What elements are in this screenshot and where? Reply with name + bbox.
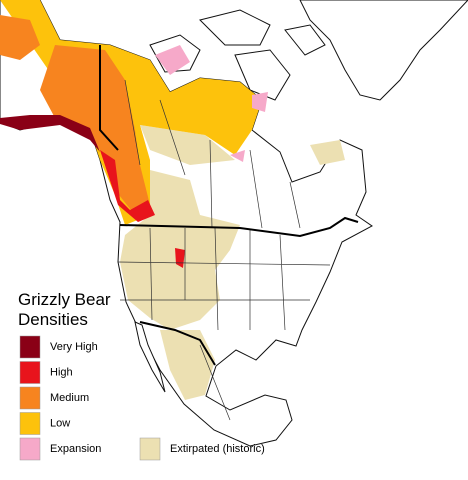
legend-label: Extirpated (historic) bbox=[170, 443, 265, 455]
legend-label: High bbox=[50, 366, 73, 378]
medium-region bbox=[0, 15, 40, 60]
expansion-region bbox=[155, 45, 190, 75]
legend-label: Very High bbox=[50, 341, 98, 353]
expansion-region bbox=[230, 150, 245, 162]
us-mexico-border bbox=[139, 321, 216, 366]
legend-label: Medium bbox=[50, 392, 89, 404]
arctic-island bbox=[284, 24, 326, 56]
alaska-border bbox=[99, 45, 119, 151]
legend-swatch bbox=[19, 361, 41, 384]
legend-swatch bbox=[19, 386, 41, 410]
extirpated-region bbox=[310, 140, 345, 165]
high-region bbox=[100, 150, 155, 222]
very-high-region bbox=[0, 115, 100, 152]
arctic-island bbox=[199, 9, 271, 46]
extirpated-region bbox=[140, 125, 235, 165]
legend-title: Grizzly Bear Densities bbox=[18, 290, 111, 329]
greenland bbox=[299, 0, 468, 101]
canada-us-border bbox=[119, 216, 359, 238]
expansion-region bbox=[252, 92, 268, 112]
legend-swatch bbox=[19, 335, 41, 359]
province-lines bbox=[117, 79, 331, 421]
medium-region bbox=[40, 45, 150, 215]
legend-swatch bbox=[139, 437, 161, 461]
baja bbox=[134, 321, 166, 393]
legend-label: Low bbox=[50, 417, 70, 429]
legend-label: Expansion bbox=[50, 443, 101, 455]
arctic-island bbox=[234, 49, 291, 101]
legend: Very High High Medium Low Expansion Extirpate… bbox=[19, 335, 265, 461]
legend-swatch bbox=[19, 437, 41, 461]
legend-swatch bbox=[19, 412, 41, 435]
